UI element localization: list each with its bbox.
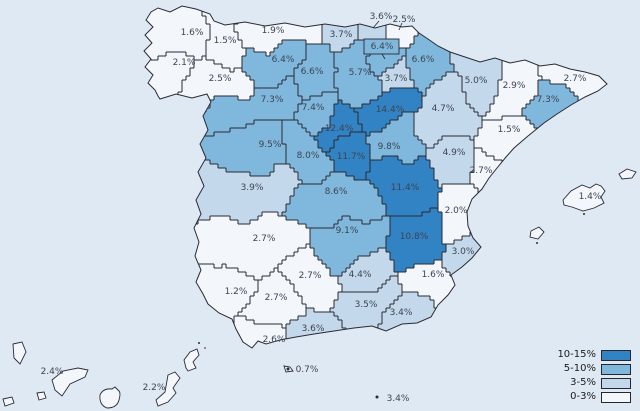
region-value-label: 11.4% <box>391 183 420 193</box>
map-overlays <box>286 20 403 399</box>
province-fill-q3 <box>182 6 606 276</box>
region-value-label: 6.4% <box>272 55 295 65</box>
fuerteventura-island <box>155 371 181 407</box>
islands-group <box>2 168 637 409</box>
legend-item: 3-5% <box>557 377 631 389</box>
region-value-label: 7.3% <box>537 95 560 105</box>
legend-label: 0-3% <box>570 391 596 402</box>
lanzarote-island <box>183 348 200 372</box>
formentera-islet <box>536 242 538 244</box>
spain-outline <box>143 5 608 349</box>
region-value-label: 3.6% <box>370 12 393 22</box>
region-value-label: 1.4% <box>579 192 602 202</box>
region-value-label: 4.4% <box>349 270 372 280</box>
gran-canaria-island <box>99 386 121 409</box>
region-value-label: 3.9% <box>241 183 264 193</box>
region-value-label: 1.5% <box>498 125 521 135</box>
region-value-label: 1.5% <box>214 36 237 46</box>
region-value-label: 5.7% <box>349 68 372 78</box>
region-value-label: 9.1% <box>336 226 359 236</box>
la-palma-island <box>12 341 27 365</box>
province-fill-q4 <box>314 88 446 272</box>
region-value-label: 3.7% <box>330 30 353 40</box>
region-value-label: 2.5% <box>393 15 416 25</box>
region-value-label: 8.6% <box>325 187 348 197</box>
region-value-label: 4.9% <box>443 148 466 158</box>
cabrera-islet <box>583 213 585 215</box>
menorca-island <box>618 168 637 180</box>
region-value-label: 8.0% <box>297 151 320 161</box>
region-value-label: 2.4% <box>41 367 64 377</box>
region-value-label: 2.7% <box>299 271 322 281</box>
region-value-label: 9.8% <box>378 142 401 152</box>
region-value-label: 7.4% <box>302 103 325 113</box>
legend-swatch <box>601 377 631 389</box>
region-value-label: 3.0% <box>452 247 475 257</box>
tenerife-island <box>51 367 89 397</box>
region-value-label: 2.7% <box>253 234 276 244</box>
region-value-label: 12.4% <box>325 124 354 134</box>
region-value-label: 3.7% <box>385 74 408 84</box>
region-value-label: 2.5% <box>209 74 232 84</box>
region-value-label: 2.7% <box>564 74 587 84</box>
leader-line <box>372 20 380 29</box>
region-value-label: 0.7% <box>296 365 319 375</box>
region-value-label: 2.2% <box>143 383 166 393</box>
el-hierro-island <box>2 396 15 407</box>
city-dot <box>286 367 290 371</box>
legend-label: 3-5% <box>570 377 596 388</box>
region-value-label: 1.9% <box>262 26 285 36</box>
legend-swatch <box>601 391 631 403</box>
legend-item: 0-3% <box>557 391 631 403</box>
region-value-label: 3.6% <box>302 324 325 334</box>
region-value-label: 10.8% <box>400 232 429 242</box>
region-value-label: 7.3% <box>261 95 284 105</box>
region-value-label: 14.4% <box>376 105 405 115</box>
region-value-label: 1.2% <box>225 287 248 297</box>
region-value-label: 2.1% <box>173 58 196 68</box>
map-legend: 10-15% 5-10% 3-5% 0-3% <box>557 349 631 403</box>
region-value-label: 4.7% <box>432 104 455 114</box>
leader-line <box>398 22 403 31</box>
region-value-label: 1.6% <box>181 28 204 38</box>
region-value-label: 2.9% <box>503 81 526 91</box>
legend-swatch <box>601 349 631 361</box>
leader-line <box>381 53 386 60</box>
region-value-label: 5.0% <box>465 76 488 86</box>
city-dot <box>375 395 379 399</box>
alegranza-islet <box>204 347 206 349</box>
region-value-label: 2.7% <box>265 293 288 303</box>
region-value-label: 2.7% <box>470 166 493 176</box>
region-value-label: 6.6% <box>412 55 435 65</box>
callout-box <box>363 38 400 55</box>
region-value-label: 6.6% <box>301 67 324 77</box>
legend-label: 5-10% <box>563 363 596 374</box>
legend-item: 5-10% <box>557 363 631 375</box>
legend-label: 10-15% <box>557 349 596 360</box>
region-value-label: 3.4% <box>387 394 410 404</box>
region-value-label: 11.7% <box>337 152 366 162</box>
ibiza-island <box>529 226 545 240</box>
region-value-label: 3.5% <box>355 300 378 310</box>
region-value-label: 1.6% <box>422 270 445 280</box>
la-graciosa-islet <box>198 342 200 344</box>
region-value-label: 3.4% <box>390 308 413 318</box>
region-value-label: 6.4% <box>371 42 394 52</box>
legend-swatch <box>601 363 631 375</box>
legend-item: 10-15% <box>557 349 631 361</box>
mallorca-island <box>562 183 606 212</box>
region-value-label: 2.0% <box>445 206 468 216</box>
la-gomera-island <box>36 391 47 401</box>
region-value-label: 9.5% <box>259 140 282 150</box>
region-value-label: 2.6% <box>263 335 286 345</box>
map-labels: 1.6%1.5%2.1%2.5%1.9% 3.7%3.6% 2.5%6.4%6.6%… <box>41 12 602 404</box>
province-fill-q1 <box>144 6 607 348</box>
